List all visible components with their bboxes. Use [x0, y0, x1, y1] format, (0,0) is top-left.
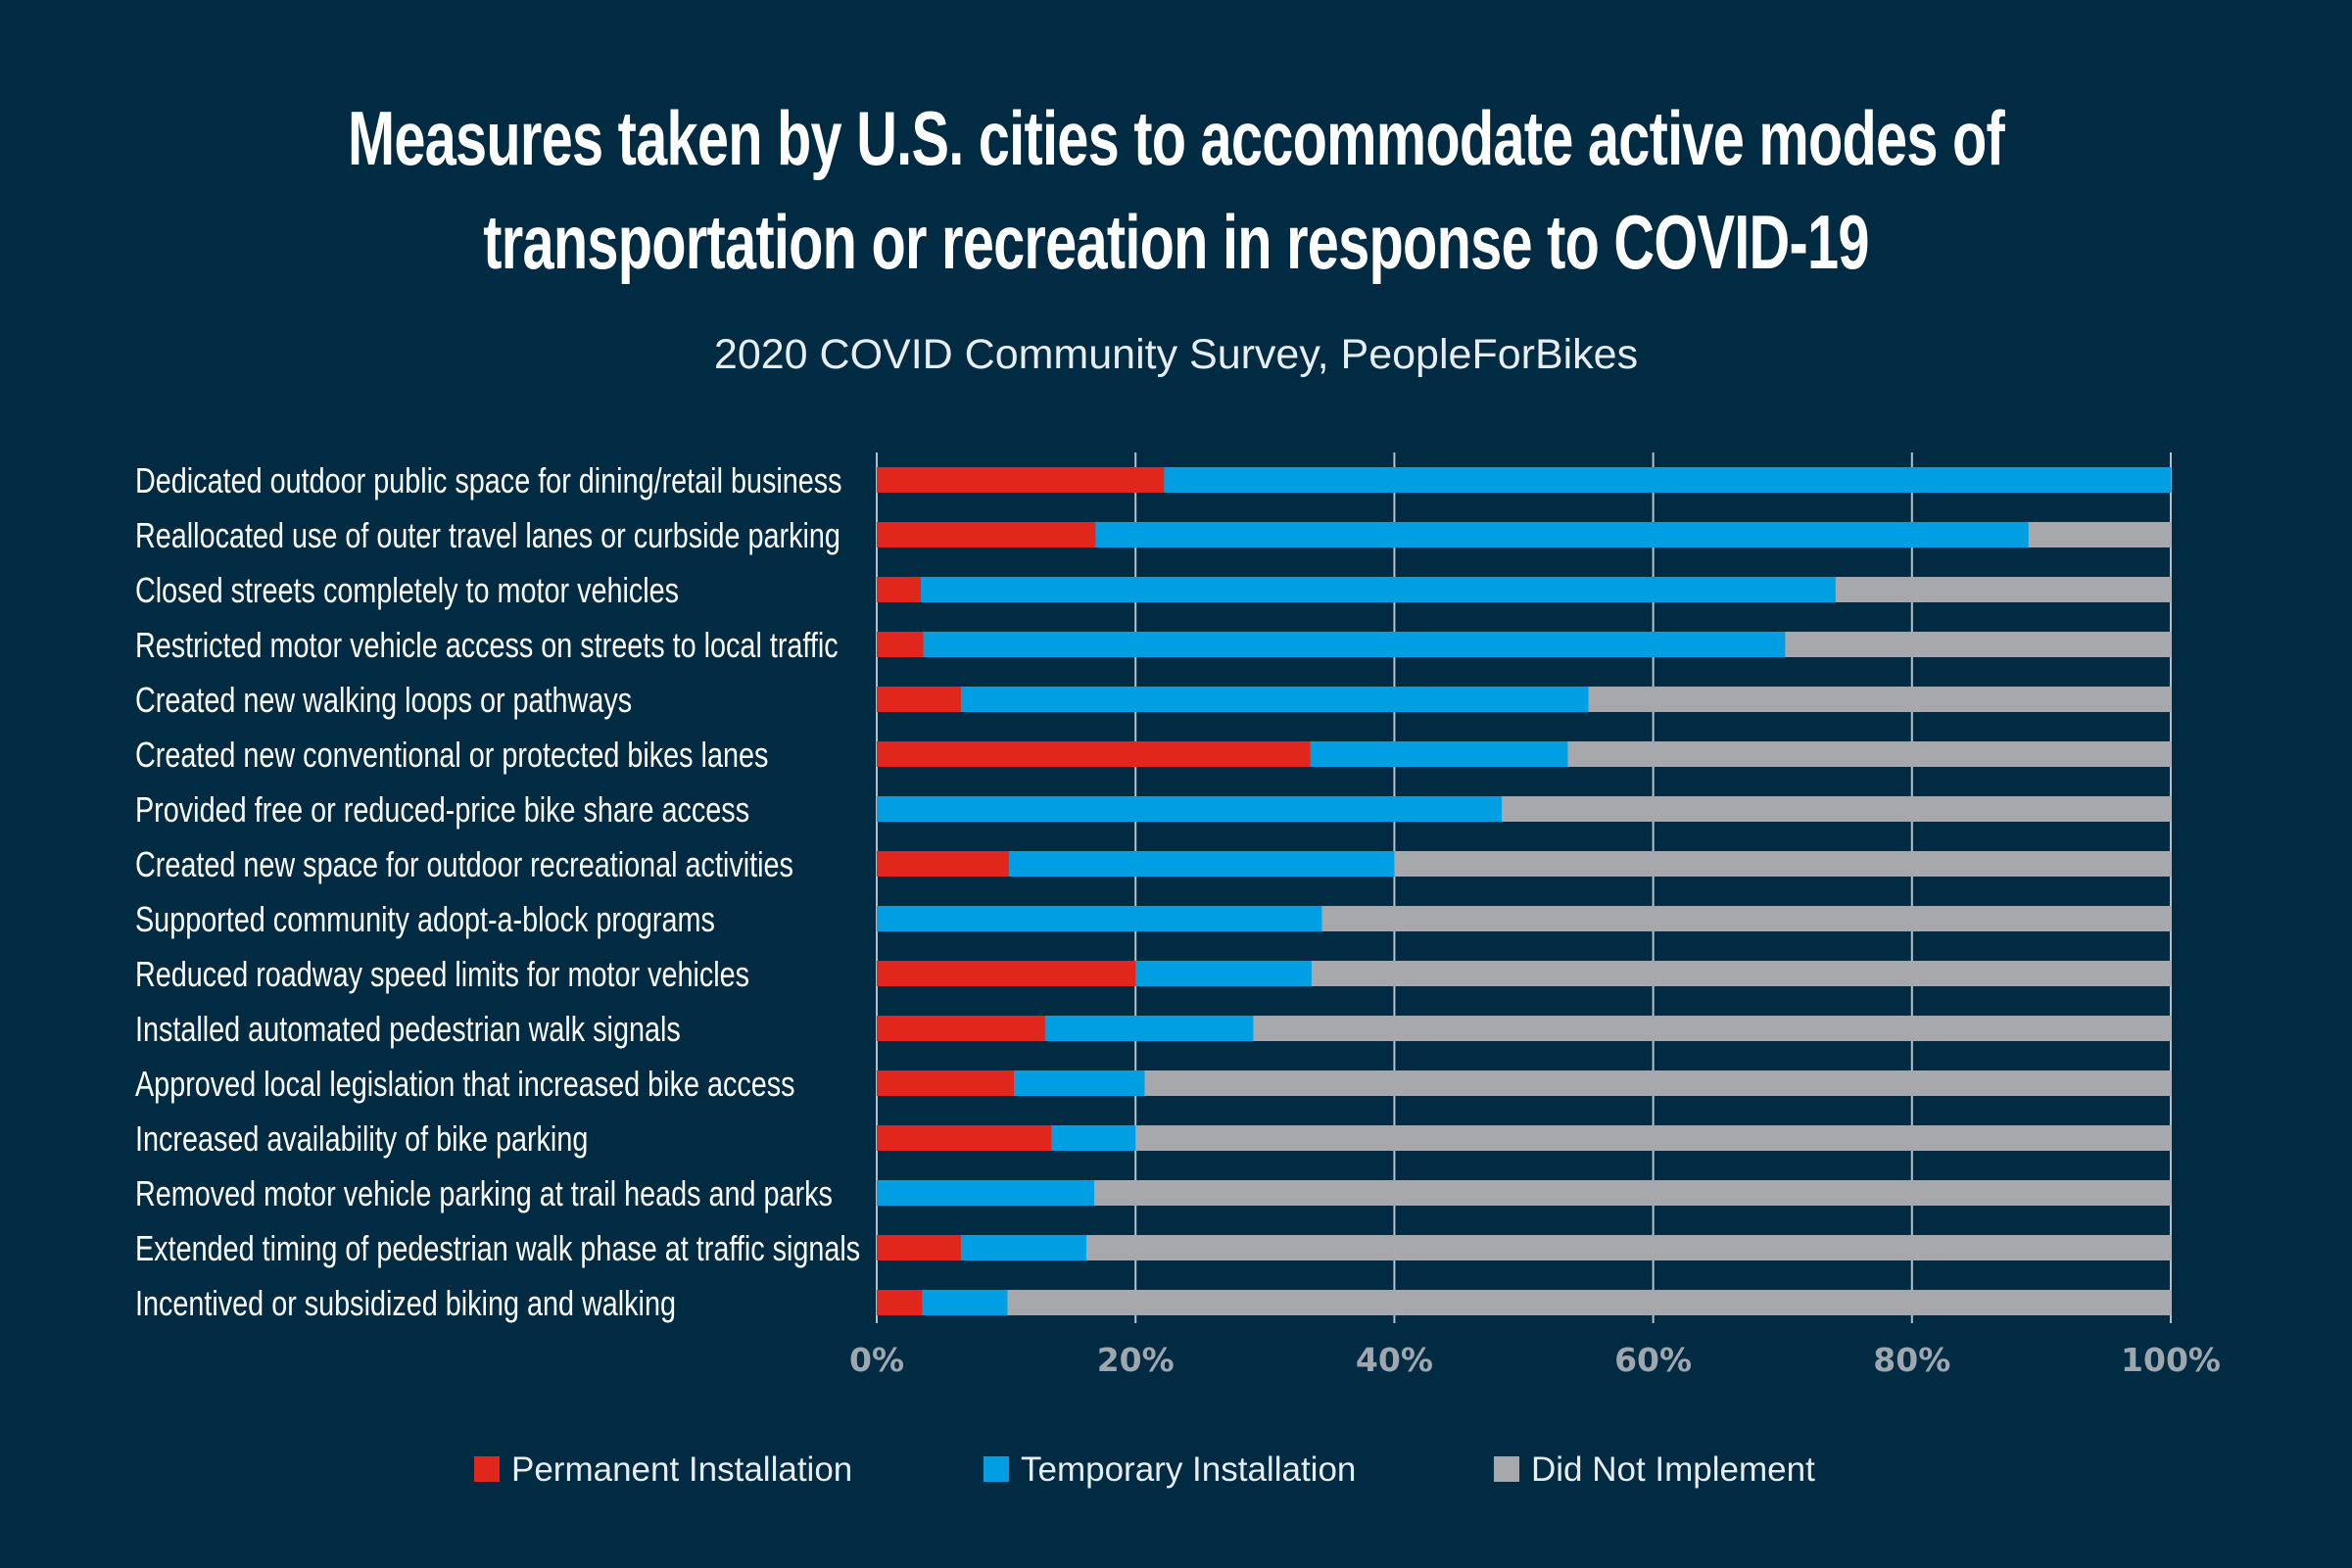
- bar-segment-did-not-implement: [1567, 741, 2172, 767]
- bar-segment-did-not-implement: [1785, 632, 2172, 657]
- bar-segment-permanent-installation: [877, 1070, 1015, 1096]
- bar-segment-temporary-installation: [960, 687, 1590, 712]
- bar-segment-temporary-installation: [1135, 961, 1313, 986]
- legend: Permanent Installation Temporary Installa…: [474, 1450, 1815, 1489]
- category-label: Created new walking loops or pathways: [135, 680, 632, 720]
- bar-segment-did-not-implement: [1144, 1070, 2172, 1096]
- bar-segment-permanent-installation: [877, 577, 922, 602]
- category-label: Closed streets completely to motor vehic…: [135, 570, 679, 610]
- legend-swatch: [1494, 1456, 1519, 1482]
- bar-segment-did-not-implement: [1321, 906, 2172, 931]
- bar-segment-temporary-installation: [920, 577, 1837, 602]
- bar-segment-permanent-installation: [877, 632, 925, 657]
- category-label: Reduced roadway speed limits for motor v…: [135, 954, 749, 994]
- bar-segment-temporary-installation: [1014, 1070, 1145, 1096]
- bar-segment-permanent-installation: [877, 1125, 1052, 1151]
- bar-segment-permanent-installation: [877, 522, 1096, 547]
- category-label: Removed motor vehicle parking at trail h…: [135, 1173, 833, 1213]
- category-label: Extended timing of pedestrian walk phase…: [135, 1228, 860, 1268]
- bar-segment-did-not-implement: [1007, 1290, 2172, 1315]
- bar-segment-did-not-implement: [1135, 1125, 2172, 1151]
- legend-label: Permanent Installation: [511, 1450, 852, 1489]
- bar-segment-did-not-implement: [1588, 687, 2172, 712]
- bar-segment-permanent-installation: [877, 1235, 962, 1260]
- bar-segment-temporary-installation: [1310, 741, 1568, 767]
- x-axis-ticks: 0% 20% 40% 60% 80% 100%: [849, 1341, 2221, 1379]
- bar-segment-temporary-installation: [877, 906, 1322, 931]
- x-tick-label: 80%: [1873, 1341, 1950, 1379]
- category-label: Restricted motor vehicle access on stree…: [135, 625, 839, 665]
- category-label: Created new space for outdoor recreation…: [135, 844, 793, 884]
- bar-segment-permanent-installation: [877, 741, 1312, 767]
- x-tick-label: 0%: [849, 1341, 904, 1379]
- category-label: Supported community adopt-a-block progra…: [135, 899, 715, 939]
- bar-segment-did-not-implement: [2028, 522, 2172, 547]
- category-label: Increased availability of bike parking: [135, 1118, 588, 1159]
- bar-segment-permanent-installation: [877, 467, 1165, 493]
- bar-segment-permanent-installation: [877, 687, 962, 712]
- x-tick-label: 40%: [1356, 1341, 1433, 1379]
- bar-segment-did-not-implement: [1253, 1016, 2172, 1041]
- category-label: Dedicated outdoor public space for dinin…: [135, 460, 842, 500]
- bar-segment-temporary-installation: [1095, 522, 2030, 547]
- chart-title: Measures taken by U.S. cities to accommo…: [347, 95, 2005, 285]
- category-label: Created new conventional or protected bi…: [135, 735, 768, 775]
- bar-segment-temporary-installation: [1051, 1125, 1136, 1151]
- bar-segment-temporary-installation: [1164, 467, 2172, 493]
- bar-segment-temporary-installation: [877, 796, 1503, 822]
- bar-segment-did-not-implement: [1311, 961, 2172, 986]
- category-label: Reallocated use of outer travel lanes or…: [135, 515, 840, 555]
- bar-segment-permanent-installation: [877, 1016, 1046, 1041]
- bar-segment-permanent-installation: [877, 961, 1136, 986]
- category-labels: Dedicated outdoor public space for dinin…: [135, 460, 860, 1323]
- x-tick-label: 100%: [2121, 1341, 2221, 1379]
- bar-segment-temporary-installation: [1044, 1016, 1254, 1041]
- legend-swatch: [474, 1456, 500, 1482]
- bar-segment-did-not-implement: [1086, 1235, 2172, 1260]
- legend-swatch: [984, 1456, 1009, 1482]
- category-label: Installed automated pedestrian walk sign…: [135, 1009, 681, 1049]
- bar-segment-permanent-installation: [877, 851, 1010, 877]
- legend-label: Temporary Installation: [1021, 1450, 1356, 1489]
- x-tick-label: 20%: [1097, 1341, 1175, 1379]
- bar-segment-did-not-implement: [1093, 1180, 2172, 1206]
- bar-segment-permanent-installation: [877, 1290, 923, 1315]
- bar-segment-temporary-installation: [1008, 851, 1395, 877]
- bar-segment-temporary-installation: [923, 632, 1786, 657]
- bar-segment-did-not-implement: [1502, 796, 2172, 822]
- chart-subtitle: 2020 COVID Community Survey, PeopleForBi…: [713, 331, 1639, 378]
- category-label: Provided free or reduced-price bike shar…: [135, 789, 749, 830]
- bar-segment-temporary-installation: [960, 1235, 1087, 1260]
- category-label: Approved local legislation that increase…: [135, 1064, 795, 1104]
- legend-label: Did Not Implement: [1531, 1450, 1815, 1489]
- bars: [877, 467, 2172, 1315]
- bar-segment-temporary-installation: [922, 1290, 1008, 1315]
- category-label: Incentived or subsidized biking and walk…: [135, 1283, 676, 1323]
- bar-segment-did-not-implement: [1394, 851, 2172, 877]
- x-tick-label: 60%: [1614, 1341, 1692, 1379]
- bar-segment-temporary-installation: [877, 1180, 1095, 1206]
- bar-segment-did-not-implement: [1835, 577, 2172, 602]
